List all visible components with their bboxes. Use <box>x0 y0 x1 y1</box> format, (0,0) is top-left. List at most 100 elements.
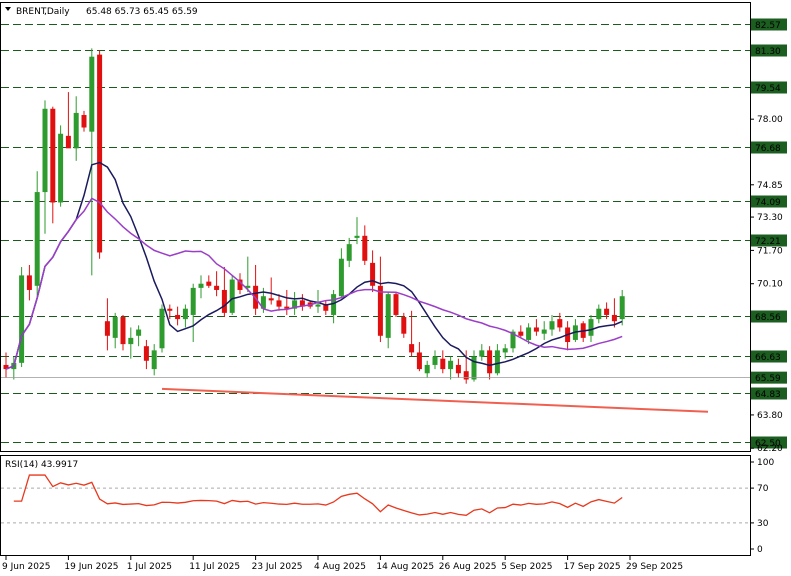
time-tick-label: 9 Jun 2025 <box>2 562 50 572</box>
candle-body <box>518 331 524 336</box>
level-tag-label: 72.21 <box>755 237 781 247</box>
time-tick-label: 1 Jul 2025 <box>127 562 172 572</box>
candle-body <box>284 306 290 309</box>
candle-body <box>596 308 602 320</box>
candle-body <box>370 262 376 286</box>
candle-body <box>448 360 454 370</box>
level-tag-label: 68.56 <box>755 313 781 323</box>
level-tag-label: 74.09 <box>755 198 781 208</box>
candle-body <box>611 314 617 322</box>
candle-body <box>479 350 485 357</box>
rsi-tick-label: 30 <box>757 519 769 529</box>
candle-body <box>393 294 399 315</box>
price-pane <box>0 2 751 452</box>
candle-body <box>260 296 266 309</box>
time-tick-label: 23 Jul 2025 <box>252 562 303 572</box>
candle-body <box>198 283 204 288</box>
candle-body <box>299 300 305 307</box>
candle-body <box>104 321 110 336</box>
time-axis: 9 Jun 2025 19 Jun 2025 1 Jul 2025 11 Jul 20… <box>2 556 683 572</box>
time-tick-label: 19 Jun 2025 <box>64 562 118 572</box>
level-tag <box>751 310 787 323</box>
candle-body <box>50 108 56 203</box>
candle-body <box>354 235 360 238</box>
time-tick-label: 4 Aug 2025 <box>314 562 366 572</box>
candle-body <box>175 314 181 320</box>
candle-body <box>167 308 173 311</box>
level-tag <box>751 141 787 154</box>
candle-body <box>588 319 594 336</box>
ma-fast-line <box>5 161 623 370</box>
rsi-tick-label: 100 <box>757 458 774 468</box>
level-tag-label: 81.30 <box>755 47 781 57</box>
candle-body <box>120 317 126 345</box>
candle-body <box>112 317 118 338</box>
rsi-line <box>13 474 623 516</box>
price-axis: 82.57 81.30 79.54 76.68 74.09 72.21 68.56 66.63… <box>750 18 787 454</box>
rsi-tick-label: 0 <box>757 545 763 555</box>
candle-body <box>455 364 461 374</box>
level-tag <box>751 195 787 208</box>
candle-body <box>42 108 48 193</box>
time-tick-label: 11 Jul 2025 <box>189 562 240 572</box>
candle-body <box>221 289 227 313</box>
candle-body <box>463 371 469 380</box>
ohlc-label: 65.48 65.73 65.45 65.59 <box>86 7 198 17</box>
ma-slow-line <box>5 197 623 370</box>
candle-body <box>268 298 274 301</box>
candle-body <box>276 300 282 307</box>
triangle-down-icon[interactable] <box>5 7 11 11</box>
candle-body <box>440 358 446 370</box>
rsi-pane <box>0 455 751 556</box>
candle-body <box>65 135 71 149</box>
axis-tick-label: 71.70 <box>757 246 783 256</box>
candle-body <box>502 348 508 353</box>
level-tag <box>751 81 787 94</box>
candle-body <box>245 285 251 288</box>
candle-body <box>377 285 383 336</box>
level-tag-label: 76.68 <box>755 144 781 154</box>
candle-body <box>385 294 391 338</box>
candle-body <box>541 329 547 334</box>
candle-body <box>487 350 493 374</box>
level-tag <box>751 436 787 449</box>
level-tag <box>751 234 787 247</box>
support-trendline <box>161 387 709 413</box>
candle-body <box>362 235 368 261</box>
axis-tick-label: 63.80 <box>757 411 783 421</box>
candle-body <box>58 133 64 203</box>
candle-body <box>3 364 9 370</box>
time-tick-label: 14 Aug 2025 <box>376 562 434 572</box>
candle-body <box>143 346 149 361</box>
candlestick-series <box>3 48 625 384</box>
level-tag-label: 64.83 <box>755 390 781 400</box>
candle-body <box>81 115 87 128</box>
candle-body <box>526 327 532 340</box>
candle-body <box>494 350 500 374</box>
symbol-label: BRENT <box>16 7 47 17</box>
candle-body <box>424 364 430 374</box>
candle-body <box>604 308 610 315</box>
axis-tick-label: 74.85 <box>757 181 783 191</box>
rsi-tick-label: 70 <box>757 484 769 494</box>
candle-body <box>229 279 235 313</box>
candle-body <box>136 329 142 336</box>
axis-tick-label: 62.20 <box>757 444 783 454</box>
candle-body <box>315 304 321 307</box>
candle-body <box>323 304 329 311</box>
candle-body <box>557 319 563 328</box>
rsi-title: RSI(14) 43.9917 <box>5 460 78 470</box>
candle-body <box>432 356 438 365</box>
trendline <box>161 387 709 413</box>
level-tag <box>751 350 787 363</box>
moving-averages <box>5 161 623 370</box>
candle-body <box>151 350 157 370</box>
candle-body <box>549 321 555 330</box>
rsi-series: 100 70 30 0 <box>1 458 774 555</box>
candle-body <box>471 356 477 380</box>
time-tick-label: 26 Aug 2025 <box>439 562 497 572</box>
time-tick-label: 5 Sep 2025 <box>501 562 552 572</box>
candle-body <box>346 244 352 261</box>
time-tick-label: 17 Sep 2025 <box>564 562 621 572</box>
